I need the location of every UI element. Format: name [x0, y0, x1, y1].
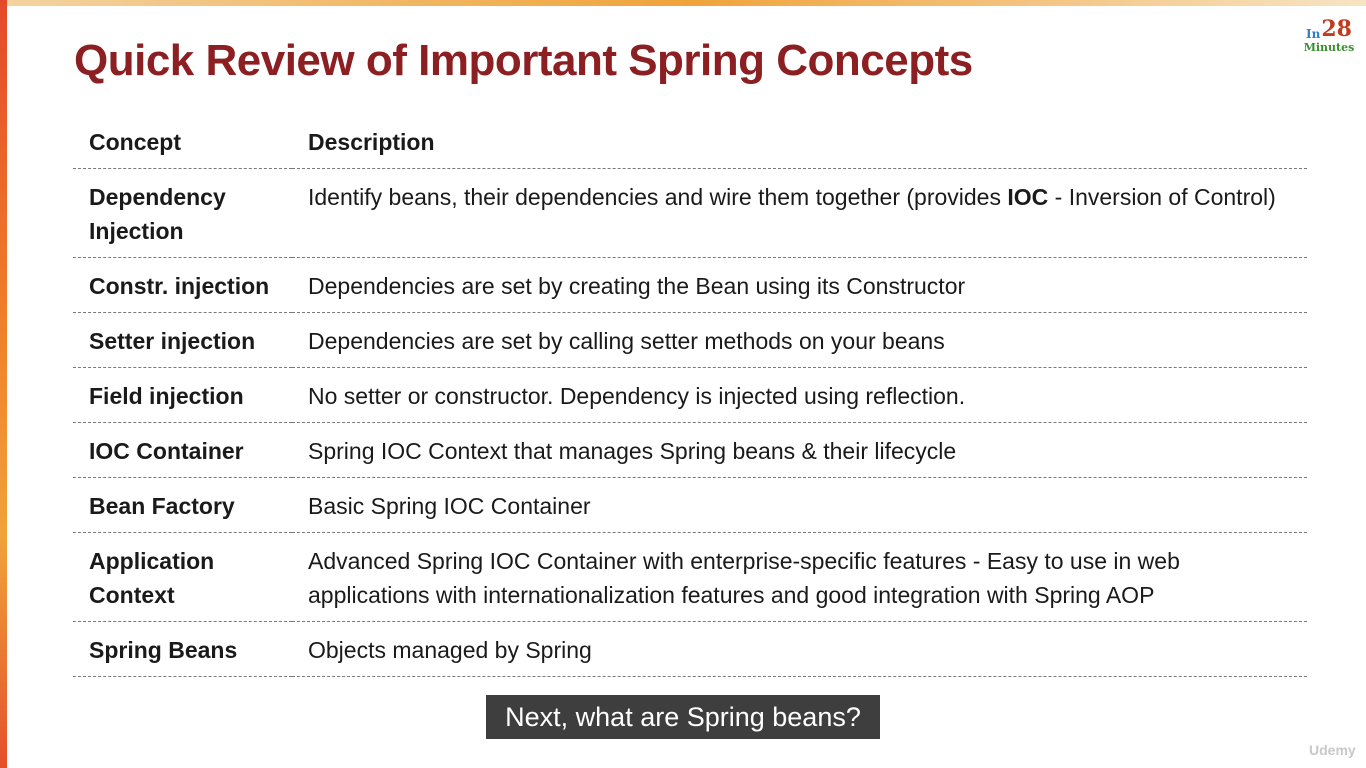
- description-cell: Basic Spring IOC Container: [292, 477, 1307, 533]
- description-cell: Dependencies are set by calling setter m…: [292, 312, 1307, 368]
- table-row: Application Context Advanced Spring IOC …: [73, 532, 1307, 622]
- left-accent-bar: [0, 0, 7, 768]
- description-cell: No setter or constructor. Dependency is …: [292, 367, 1307, 423]
- concept-cell: Setter injection: [73, 312, 292, 368]
- table-row: Bean Factory Basic Spring IOC Container: [73, 477, 1307, 533]
- logo-prefix: In: [1306, 27, 1321, 41]
- udemy-watermark: Udemy: [1309, 742, 1356, 758]
- concept-cell: Constr. injection: [73, 257, 292, 313]
- description-cell: Advanced Spring IOC Container with enter…: [292, 532, 1307, 622]
- concept-cell: Application Context: [73, 532, 292, 622]
- in28minutes-logo: In 28 Minutes: [1300, 18, 1358, 58]
- table-row: Constr. injection Dependencies are set b…: [73, 257, 1307, 313]
- description-text: - Inversion of Control): [1048, 184, 1276, 210]
- table-row: Dependency Injection Identify beans, the…: [73, 168, 1307, 258]
- table-header-row: Concept Description: [73, 114, 1307, 169]
- header-concept: Concept: [73, 114, 292, 169]
- table-row: Field injection No setter or constructor…: [73, 367, 1307, 423]
- logo-word: Minutes: [1303, 41, 1355, 54]
- concept-cell: IOC Container: [73, 422, 292, 478]
- header-description: Description: [292, 114, 1307, 169]
- concept-cell: Dependency Injection: [73, 168, 292, 258]
- video-caption: Next, what are Spring beans?: [486, 695, 880, 739]
- table-row: Setter injection Dependencies are set by…: [73, 312, 1307, 368]
- concept-cell: Spring Beans: [73, 621, 292, 677]
- concept-cell: Field injection: [73, 367, 292, 423]
- description-cell: Objects managed by Spring: [292, 621, 1307, 677]
- table-row: IOC Container Spring IOC Context that ma…: [73, 422, 1307, 478]
- slide-title: Quick Review of Important Spring Concept…: [74, 36, 973, 85]
- top-accent-bar: [7, 0, 1366, 6]
- logo-number: 28: [1321, 16, 1352, 42]
- concept-cell: Bean Factory: [73, 477, 292, 533]
- description-cell: Identify beans, their dependencies and w…: [292, 168, 1307, 258]
- description-text: Identify beans, their dependencies and w…: [308, 184, 1008, 210]
- description-cell: Dependencies are set by creating the Bea…: [292, 257, 1307, 313]
- table-row: Spring Beans Objects managed by Spring: [73, 621, 1307, 677]
- concepts-table: Concept Description Dependency Injection…: [73, 114, 1307, 677]
- description-bold-text: IOC: [1007, 184, 1049, 210]
- description-cell: Spring IOC Context that manages Spring b…: [292, 422, 1307, 478]
